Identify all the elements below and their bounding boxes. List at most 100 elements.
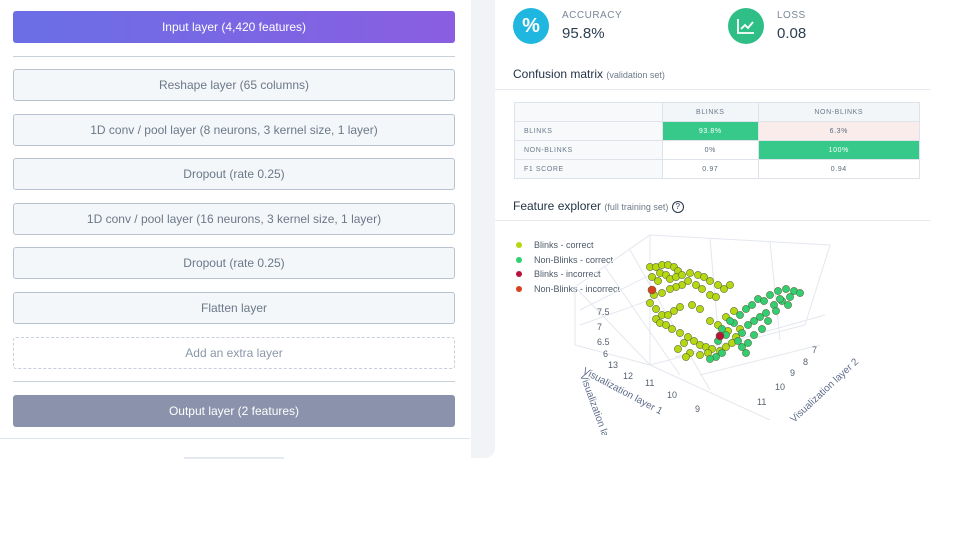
scatter-point[interactable] (676, 329, 684, 337)
scatter-point[interactable] (762, 309, 770, 317)
cell-blinks-blinks: 93.8% (662, 121, 759, 141)
scatter-point[interactable] (718, 349, 726, 357)
conv-pool-layer-1-button[interactable]: 1D conv / pool layer (8 neurons, 3 kerne… (13, 114, 455, 146)
scatter-point[interactable] (682, 353, 690, 361)
scatter-point[interactable] (674, 345, 682, 353)
scatter-point[interactable] (744, 339, 752, 347)
scatter-point[interactable] (726, 317, 734, 325)
scatter-point[interactable] (758, 325, 766, 333)
add-extra-layer-button[interactable]: Add an extra layer (13, 337, 455, 369)
scatter-point[interactable] (670, 307, 678, 315)
scatter-point[interactable] (664, 311, 672, 319)
scatter-point[interactable] (714, 281, 722, 289)
scatter-point[interactable] (684, 333, 692, 341)
scatter-point[interactable] (647, 285, 657, 295)
loss-label: LOSS (777, 10, 806, 21)
scatter-point[interactable] (706, 277, 714, 285)
scatter-point[interactable] (764, 317, 772, 325)
y-tick-label: 8 (803, 357, 808, 367)
scatter-point[interactable] (712, 293, 720, 301)
scatter-point[interactable] (715, 331, 725, 341)
scatter-point[interactable] (666, 285, 674, 293)
scatter-point[interactable] (720, 285, 728, 293)
scatter-point[interactable] (782, 285, 790, 293)
scatter-point[interactable] (738, 329, 746, 337)
scatter-point[interactable] (646, 299, 654, 307)
scatter-point[interactable] (648, 273, 656, 281)
scatter-point[interactable] (688, 301, 696, 309)
y-tick-label: 9 (790, 368, 795, 378)
x-tick-label: 12 (623, 371, 633, 381)
legend-item-blinks-incorrect[interactable]: Blinks - incorrect (516, 267, 620, 282)
scatter-point[interactable] (738, 343, 746, 351)
scatter-point[interactable] (796, 289, 804, 297)
scatter-point[interactable] (776, 295, 784, 303)
reshape-layer-button[interactable]: Reshape layer (65 columns) (13, 69, 455, 101)
confusion-matrix-title: Confusion matrix (513, 67, 604, 81)
scatter-point[interactable] (722, 343, 730, 351)
scatter-point[interactable] (686, 269, 694, 277)
output-layer-button[interactable]: Output layer (2 features) (13, 395, 455, 427)
scatter-point[interactable] (676, 303, 684, 311)
cell-non-blinks-blinks: 0% (662, 140, 759, 160)
scatter-point[interactable] (786, 293, 794, 301)
z-tick-label: 6 (603, 349, 608, 359)
accuracy-metric: % ACCURACY 95.8% (513, 8, 622, 44)
y-axis-label: Visualization layer 2 (789, 356, 860, 425)
scatter-point[interactable] (692, 281, 700, 289)
scatter-point[interactable] (652, 305, 660, 313)
scatter-point[interactable] (706, 317, 714, 325)
scatter-point[interactable] (726, 281, 734, 289)
scatter-point[interactable] (756, 313, 764, 321)
scatter-point[interactable] (658, 289, 666, 297)
divider (13, 381, 455, 382)
loss-metric: LOSS 0.08 (728, 8, 806, 44)
input-layer-button[interactable]: Input layer (4,420 features) (13, 11, 455, 43)
panel-scrollbar-gutter[interactable] (471, 0, 495, 458)
scatter-point[interactable] (772, 307, 780, 315)
scatter-point[interactable] (774, 287, 782, 295)
dropout-layer-1-button[interactable]: Dropout (rate 0.25) (13, 158, 455, 190)
z-tick-label: 7.5 (597, 307, 610, 317)
scatter-point[interactable] (690, 337, 698, 345)
scatter-point[interactable] (654, 277, 662, 285)
divider (495, 220, 930, 221)
scatter-point[interactable] (766, 291, 774, 299)
scatter-point[interactable] (748, 301, 756, 309)
loss-value: 0.08 (777, 25, 807, 42)
scatter-point[interactable] (784, 301, 792, 309)
scatter-point[interactable] (680, 339, 688, 347)
legend-item-blinks-correct[interactable]: Blinks - correct (516, 238, 620, 253)
scatter-point[interactable] (678, 271, 686, 279)
scatter-point[interactable] (668, 325, 676, 333)
legend-marker (516, 271, 522, 278)
dropout-layer-2-button[interactable]: Dropout (rate 0.25) (13, 247, 455, 279)
scatter-point[interactable] (662, 321, 670, 329)
scatter-point[interactable] (742, 305, 750, 313)
flatten-layer-button[interactable]: Flatten layer (13, 292, 455, 324)
scatter-point[interactable] (744, 321, 752, 329)
scatter-point[interactable] (730, 307, 738, 315)
scatter-point[interactable] (736, 311, 744, 319)
scatter-point[interactable] (684, 277, 692, 285)
legend-marker (516, 242, 522, 249)
scatter-point[interactable] (734, 337, 742, 345)
scatter-point[interactable] (718, 325, 726, 333)
scatter-point[interactable] (698, 285, 706, 293)
scatter-point[interactable] (706, 355, 714, 363)
scatter-point[interactable] (696, 305, 704, 313)
legend-item-non-blinks-correct[interactable]: Non-Blinks - correct (516, 253, 620, 268)
help-icon[interactable]: ? (671, 200, 684, 213)
scatter-point[interactable] (696, 351, 704, 359)
scatter-point[interactable] (700, 273, 708, 281)
legend-marker (516, 256, 522, 263)
scatter-points (646, 261, 804, 363)
y-tick-label: 11 (757, 397, 766, 407)
feature-explorer-3d-plot[interactable]: 7.5 7 6.5 6 13 12 11 10 9 7 8 9 10 11 Vi… (550, 225, 860, 435)
scatter-point[interactable] (742, 349, 750, 357)
scatter-point[interactable] (750, 317, 758, 325)
row-header-f1-score: F1 SCORE (514, 159, 663, 179)
scatter-point[interactable] (760, 297, 768, 305)
conv-pool-layer-2-button[interactable]: 1D conv / pool layer (16 neurons, 3 kern… (13, 203, 455, 235)
scatter-point[interactable] (750, 331, 758, 339)
